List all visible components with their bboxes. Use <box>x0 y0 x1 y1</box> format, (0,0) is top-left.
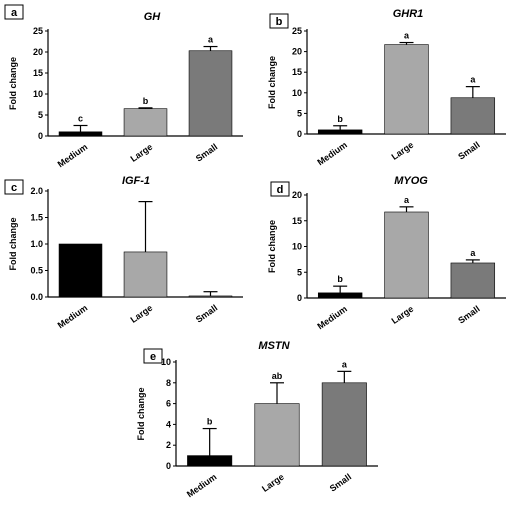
x-tick-label: Large <box>390 304 416 326</box>
bar-small <box>450 262 496 299</box>
significance-letter: b <box>337 274 343 284</box>
bar-small <box>188 50 233 137</box>
y-axis-label: Fold change <box>267 220 277 273</box>
x-tick-label: Medium <box>56 303 90 331</box>
panel-letter-box <box>4 4 24 20</box>
panel-letter: b <box>276 16 283 28</box>
chart-title: MYOG <box>394 175 428 187</box>
x-tick-label: Medium <box>56 142 90 170</box>
y-tick-label: 0.0 <box>30 292 43 302</box>
bar-large <box>123 108 168 137</box>
bar-medium <box>317 292 363 299</box>
chart-title: GHR1 <box>393 8 424 20</box>
significance-letter: a <box>404 195 410 205</box>
bar-large <box>384 44 429 135</box>
y-tick-label: 20 <box>33 47 43 57</box>
y-axis-label: Fold change <box>8 57 18 110</box>
x-tick-label: Small <box>456 304 481 326</box>
y-tick-label: 4 <box>166 419 171 429</box>
y-tick-label: 5 <box>297 108 302 118</box>
significance-letter: a <box>208 35 214 45</box>
chart-panel-a: a GH Fold change 0 5 10 15 20 25 c Medium b Large a Sm… <box>4 4 243 170</box>
significance-letter: a <box>470 248 476 258</box>
bar-large <box>384 211 429 299</box>
panel-letter-box <box>143 348 163 364</box>
x-tick-label: Medium <box>185 472 219 500</box>
y-tick-label: 10 <box>161 357 171 367</box>
x-tick-label: Small <box>194 303 219 325</box>
chart-title: GH <box>144 11 162 23</box>
y-tick-label: 2 <box>166 440 171 450</box>
y-tick-label: 0 <box>38 131 43 141</box>
panel-letter-box <box>270 181 290 197</box>
y-tick-label: 10 <box>292 242 302 252</box>
significance-letter: c <box>78 114 83 124</box>
chart-title: MSTN <box>258 340 290 352</box>
panel-letter: e <box>150 351 156 363</box>
y-tick-label: 2.0 <box>30 186 43 196</box>
y-axis-label: Fold change <box>136 387 146 440</box>
y-tick-label: 15 <box>292 216 302 226</box>
x-tick-label: Small <box>328 472 353 494</box>
x-tick-label: Small <box>194 142 219 164</box>
bar-medium <box>58 131 103 137</box>
x-tick-label: Large <box>129 303 155 325</box>
bar-medium <box>58 243 103 298</box>
chart-panel-d: d MYOG Fold change 0 5 10 15 20 b Medium a Large a Sm… <box>267 175 506 331</box>
x-tick-label: Large <box>260 472 286 494</box>
y-tick-label: 5 <box>297 267 302 277</box>
y-tick-label: 8 <box>166 378 171 388</box>
bar-small <box>321 382 367 467</box>
y-tick-label: 1.5 <box>30 213 43 223</box>
bar-small <box>188 295 233 298</box>
y-tick-label: 15 <box>292 67 302 77</box>
y-tick-label: 10 <box>33 89 43 99</box>
y-tick-label: 25 <box>292 26 302 36</box>
significance-letter: a <box>342 359 348 369</box>
panel-letter: a <box>11 7 18 19</box>
y-tick-label: 15 <box>33 68 43 78</box>
significance-letter: ab <box>272 371 283 381</box>
y-axis-label: Fold change <box>267 56 277 109</box>
chart-panel-b: b GHR1 Fold change 0 5 10 15 20 25 b Medium a Large a… <box>267 8 506 167</box>
y-axis-label: Fold change <box>8 217 18 270</box>
panel-letter-box <box>269 13 289 29</box>
y-tick-label: 6 <box>166 399 171 409</box>
bar-large <box>254 403 300 467</box>
significance-letter: a <box>404 31 410 41</box>
chart-panel-e: e MSTN Fold change 0 2 4 6 8 10 b Medium ab Large a Sm… <box>136 340 378 499</box>
y-tick-label: 0 <box>297 293 302 303</box>
chart-panel-c: c IGF-1 Fold change 0.0 0.5 1.0 1.5 2.0 Medium La… <box>4 175 243 331</box>
x-tick-label: Medium <box>315 140 349 168</box>
bar-large <box>123 251 168 298</box>
significance-letter: a <box>470 75 476 85</box>
bar-medium <box>187 455 233 467</box>
y-tick-label: 20 <box>292 190 302 200</box>
x-tick-label: Small <box>456 140 481 162</box>
y-tick-label: 20 <box>292 47 302 57</box>
chart-title: IGF-1 <box>122 175 150 187</box>
y-tick-label: 25 <box>33 26 43 36</box>
panel-letter: d <box>277 184 284 196</box>
x-tick-label: Large <box>129 142 155 164</box>
bar-medium <box>317 129 363 135</box>
y-tick-label: 0 <box>297 129 302 139</box>
y-tick-label: 10 <box>292 88 302 98</box>
y-tick-label: 0.5 <box>30 266 43 276</box>
x-tick-label: Medium <box>315 304 349 332</box>
bar-small <box>450 97 496 135</box>
x-tick-label: Large <box>390 140 416 162</box>
panel-letter: c <box>11 182 17 194</box>
significance-letter: b <box>143 96 149 106</box>
panel-letter-box <box>4 179 24 195</box>
y-tick-label: 1.0 <box>30 239 43 249</box>
significance-letter: b <box>207 417 213 427</box>
significance-letter: b <box>337 114 343 124</box>
y-tick-label: 5 <box>38 110 43 120</box>
y-tick-label: 0 <box>166 461 171 471</box>
